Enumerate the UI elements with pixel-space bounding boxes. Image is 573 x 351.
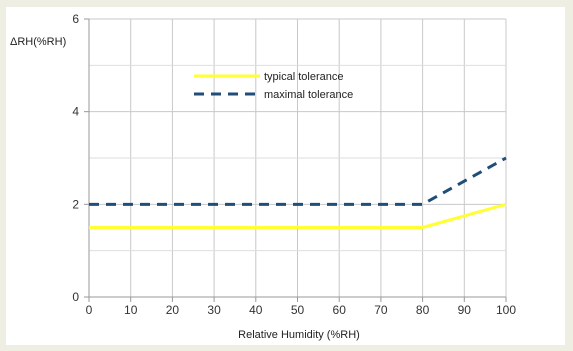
axis-layer: 0 10 20 30 40 50 60 70 80 90 100 0 2 4 6 [72, 12, 516, 317]
legend: typical tolerance maximal tolerance [194, 71, 353, 101]
x-tick-label: 50 [291, 303, 305, 317]
x-axis-title: Relative Humidity (%RH) [238, 329, 360, 341]
y-tick-label: 0 [72, 290, 79, 304]
x-tick-label: 30 [207, 303, 221, 317]
x-tick-label: 90 [458, 303, 472, 317]
x-tick-label: 60 [333, 303, 347, 317]
x-tick-label: 40 [249, 303, 263, 317]
x-tick-label: 80 [416, 303, 430, 317]
x-tick-label: 0 [86, 303, 93, 317]
x-tick-label: 10 [124, 303, 138, 317]
line-chart: 0 10 20 30 40 50 60 70 80 90 100 0 2 4 6 typical toler… [10, 12, 516, 341]
series-line-1 [89, 202, 507, 229]
series-layer [89, 156, 507, 229]
y-tick-label: 2 [72, 197, 79, 211]
y-tick-label: 4 [72, 105, 79, 119]
legend-label-1: typical tolerance [264, 71, 344, 83]
grid-layer [88, 18, 507, 298]
y-tick-label: 6 [72, 12, 79, 26]
series-line-2 [89, 156, 507, 206]
x-tick-label: 70 [374, 303, 388, 317]
chart-frame: 0 10 20 30 40 50 60 70 80 90 100 0 2 4 6 typical toler… [6, 7, 565, 345]
x-tick-label: 20 [166, 303, 180, 317]
legend-label-2: maximal tolerance [264, 89, 353, 101]
y-axis-title: ΔRH(%RH) [10, 36, 66, 48]
x-tick-label: 100 [496, 303, 516, 317]
